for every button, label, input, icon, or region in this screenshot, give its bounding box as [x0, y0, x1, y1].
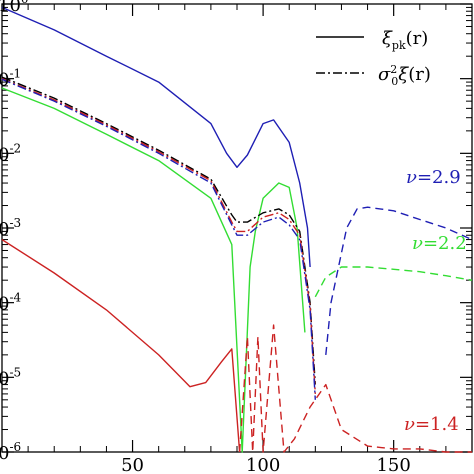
- series-line-0: [1, 6, 311, 268]
- series-line-7: [1, 78, 316, 394]
- y-tick-label: 0-1: [0, 67, 21, 91]
- series-line-1: [325, 206, 473, 355]
- series-line-4: [1, 239, 241, 453]
- y-tick-label: 0-6: [0, 440, 21, 464]
- legend-label-sigma-xi: σ2 0ξ(r): [378, 63, 431, 88]
- series-line-8: [1, 78, 316, 400]
- annotation-nu-2-2: ν=2.2: [412, 233, 467, 254]
- series-line-3: [314, 266, 473, 298]
- x-tick-label: 150: [376, 455, 410, 474]
- legend-label-xi-pk: ξpk(r): [382, 28, 428, 52]
- y-tick-label: 0-3: [0, 216, 21, 240]
- series-layer: [1, 6, 473, 453]
- axis-ticks: [2, 3, 472, 453]
- series-line-6: [1, 76, 316, 385]
- y-tick-label: 0-5: [0, 365, 21, 389]
- y-tick-labels: 100 0-1 0-2 0-3 0-4 0-5 0-6: [0, 0, 29, 464]
- series-line-5: [238, 324, 472, 453]
- y-tick-label: 0-2: [0, 141, 21, 165]
- annotation-nu-1-4: ν=1.4: [404, 414, 459, 435]
- x-tick-labels: 50 100 150: [121, 455, 411, 474]
- x-tick-label: 100: [246, 455, 280, 474]
- legend: ξpk(r) σ2 0ξ(r): [316, 28, 431, 88]
- y-tick-label: 100: [0, 0, 29, 16]
- y-tick-label: 0-4: [0, 291, 22, 315]
- series-line-2: [1, 87, 306, 453]
- x-tick-label: 50: [121, 455, 144, 474]
- annotation-nu-2-9: ν=2.9: [406, 167, 461, 188]
